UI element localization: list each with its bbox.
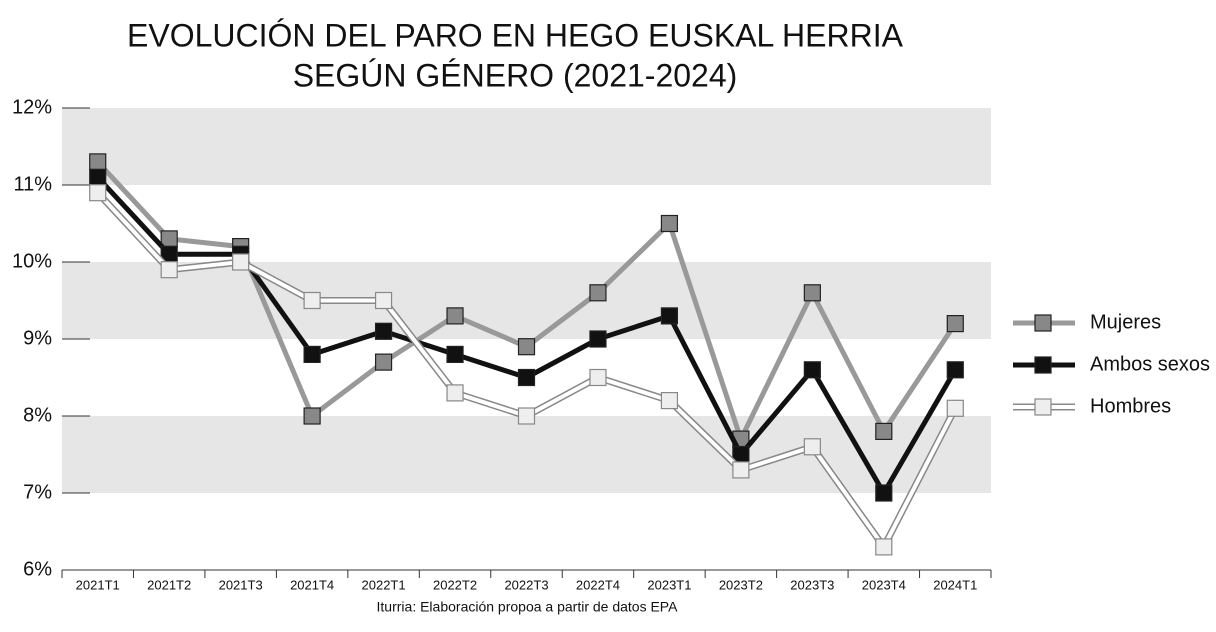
- chart-title: EVOLUCIÓN DEL PARO EN HEGO EUSKAL HERRIA: [127, 17, 904, 53]
- legend-label: Hombres: [1090, 395, 1171, 417]
- legend-label: Mujeres: [1090, 311, 1161, 333]
- marker: [446, 384, 464, 402]
- marker: [517, 338, 536, 356]
- x-tick-label: 2021T2: [147, 577, 191, 592]
- marker: [446, 345, 464, 363]
- marker: [803, 438, 821, 456]
- marker: [374, 291, 393, 310]
- grid-band: [62, 262, 991, 339]
- marker: [232, 253, 250, 271]
- x-tick-label: 2022T3: [504, 577, 548, 592]
- x-tick-label: 2024T1: [933, 577, 977, 592]
- y-tick-label: 8%: [23, 404, 52, 426]
- x-tick-label: 2021T4: [290, 577, 334, 592]
- marker: [303, 291, 321, 310]
- legend-marker: [1034, 314, 1052, 332]
- x-tick-label: 2023T4: [862, 577, 906, 592]
- marker: [89, 184, 107, 202]
- marker: [803, 284, 821, 302]
- marker: [803, 361, 821, 379]
- marker: [303, 345, 321, 363]
- x-tick-label: 2023T2: [719, 577, 763, 592]
- chart-title: SEGÚN GÉNERO (2021-2024): [293, 57, 738, 93]
- marker: [660, 307, 679, 325]
- marker: [946, 399, 964, 417]
- y-tick-label: 10%: [12, 250, 52, 272]
- x-tick-label: 2022T4: [576, 577, 620, 592]
- marker: [160, 230, 178, 248]
- marker: [517, 407, 536, 425]
- marker: [946, 361, 964, 379]
- marker: [160, 261, 178, 279]
- marker: [946, 315, 964, 333]
- y-tick-label: 12%: [12, 96, 52, 118]
- marker: [875, 484, 893, 502]
- y-tick-label: 6%: [23, 558, 52, 580]
- source-note: Iturria: Elaboración propoa a partir de …: [377, 599, 679, 615]
- grid-band: [62, 416, 991, 493]
- marker: [589, 368, 607, 387]
- marker: [589, 330, 607, 348]
- x-tick-label: 2023T3: [790, 577, 834, 592]
- y-tick-label: 9%: [23, 327, 52, 349]
- marker: [875, 422, 893, 440]
- grid-band: [62, 108, 991, 185]
- marker: [89, 168, 107, 186]
- legend-marker: [1034, 398, 1052, 416]
- marker: [303, 407, 321, 425]
- marker: [732, 461, 750, 479]
- legend-label: Ambos sexos: [1090, 353, 1210, 375]
- y-tick-label: 7%: [23, 481, 52, 503]
- marker: [517, 368, 536, 387]
- x-tick-label: 2022T1: [362, 577, 406, 592]
- marker: [660, 214, 679, 233]
- marker: [660, 392, 679, 410]
- marker: [89, 153, 107, 171]
- x-tick-label: 2023T1: [647, 577, 691, 592]
- x-tick-label: 2021T3: [219, 577, 263, 592]
- marker: [374, 353, 393, 371]
- y-tick-label: 11%: [13, 173, 52, 195]
- marker: [446, 307, 464, 325]
- legend-marker: [1034, 356, 1052, 374]
- marker: [589, 284, 607, 302]
- x-tick-label: 2021T1: [76, 577, 120, 592]
- marker: [875, 538, 893, 556]
- x-tick-label: 2022T2: [433, 577, 477, 592]
- marker: [374, 322, 393, 340]
